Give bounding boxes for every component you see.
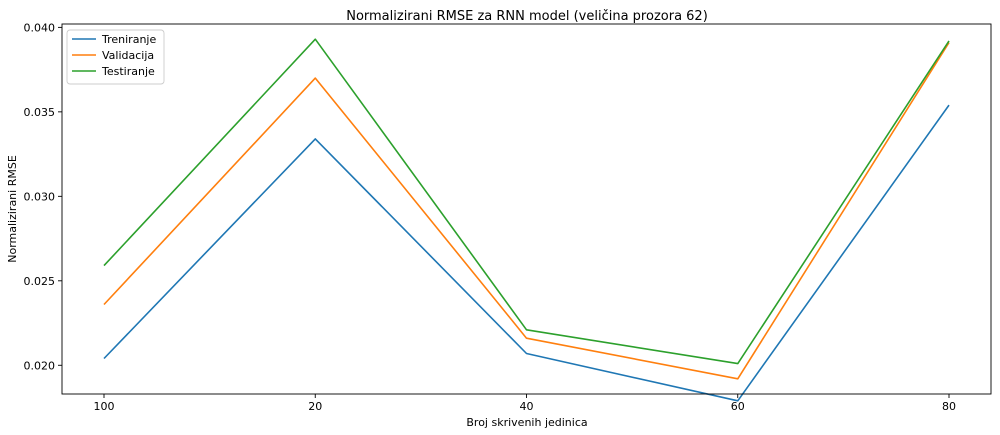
y-tick-label: 0.035 <box>24 106 56 119</box>
series-line-testiranje <box>103 38 950 365</box>
legend-label: Validacija <box>102 49 154 62</box>
x-tick-label: 20 <box>308 400 322 413</box>
x-axis-label: Broj skrivenih jedinica <box>466 416 587 429</box>
legend: Treniranje Validacija Testiranje <box>66 29 165 85</box>
x-tick-label: 80 <box>942 400 956 413</box>
x-tick-label: 40 <box>520 400 534 413</box>
plot-frame <box>61 23 992 395</box>
legend-label: Testiranje <box>101 65 155 78</box>
x-tick-label: 100 <box>94 400 115 413</box>
y-tick-label: 0.030 <box>24 190 56 203</box>
y-tick-label: 0.020 <box>24 359 56 372</box>
y-tick-label: 0.040 <box>24 21 56 34</box>
y-tick-label: 0.025 <box>24 275 56 288</box>
chart-title: Normalizirani RMSE za RNN model (veličin… <box>346 9 708 24</box>
y-axis-label: Normalizirani RMSE <box>6 155 19 263</box>
series-line-treniranje <box>103 104 950 402</box>
series-lines <box>103 38 950 402</box>
legend-label: Treniranje <box>101 33 156 46</box>
axis-ticks: 100 20 40 60 80 0.020 0.025 0.030 0.035 0.040 <box>24 21 957 413</box>
x-tick-label: 60 <box>731 400 745 413</box>
series-line-validacija <box>103 42 950 380</box>
plot-area <box>62 24 991 394</box>
